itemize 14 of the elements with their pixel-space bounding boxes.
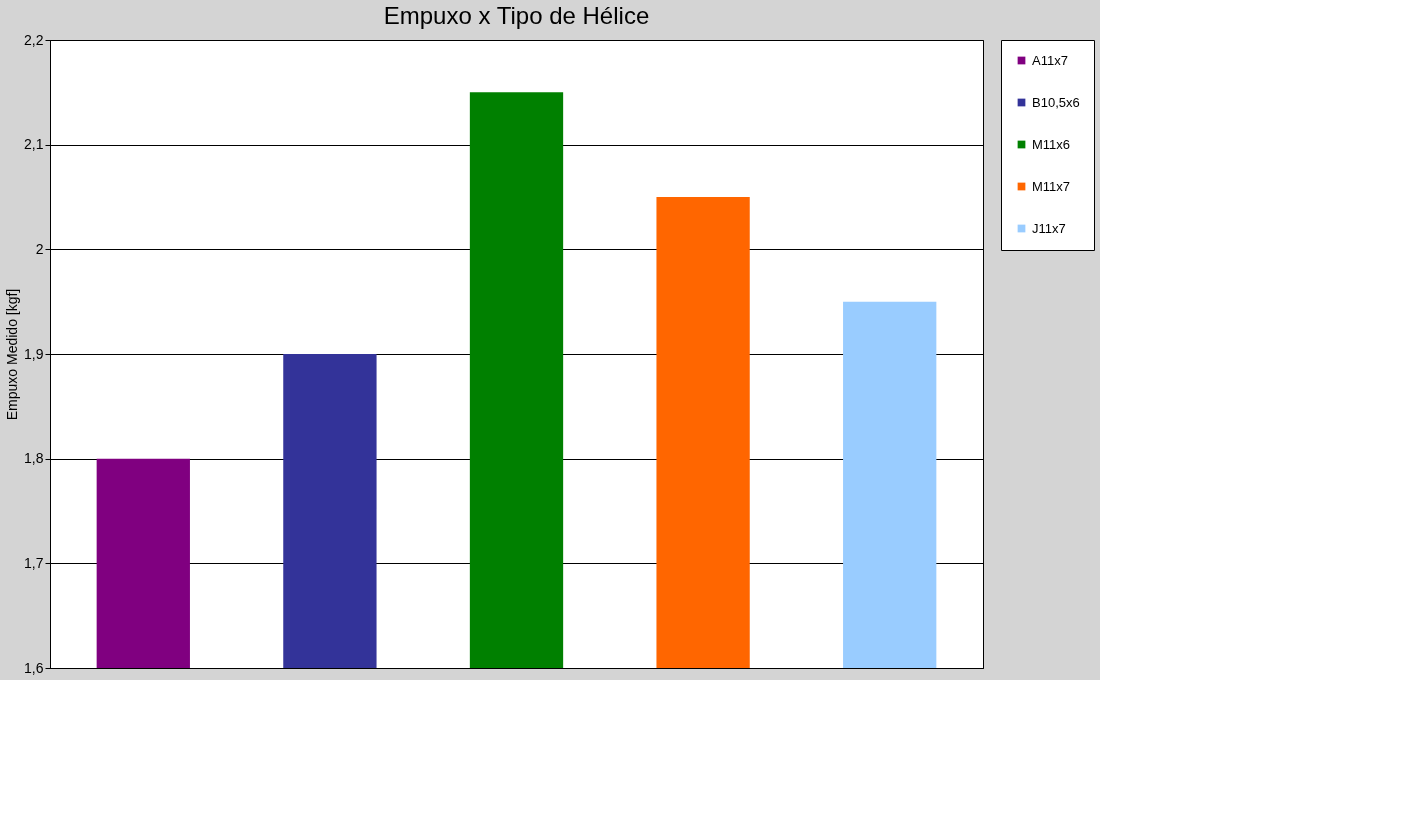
legend-label: M11x6 — [1032, 136, 1071, 152]
y-axis-title: Empuxo Medido [kgf] — [4, 288, 21, 421]
y-tick-label: 1,6 — [24, 659, 44, 676]
legend-label: A11x7 — [1032, 52, 1068, 68]
y-tick-label: 1,8 — [24, 450, 44, 467]
y-tick-label: 2,1 — [24, 136, 44, 153]
legend-label: B10,5x6 — [1032, 94, 1080, 110]
y-tick-label: 1,9 — [24, 345, 44, 362]
y-tick-label: 2 — [35, 240, 44, 257]
legend-label: M11x7 — [1032, 178, 1071, 194]
legend-label: J11x7 — [1032, 220, 1066, 236]
y-tick-label: 1,7 — [24, 554, 44, 571]
y-tick-label: 2,2 — [24, 31, 44, 48]
chart-title: Empuxo x Tipo de Hélice — [383, 2, 650, 29]
